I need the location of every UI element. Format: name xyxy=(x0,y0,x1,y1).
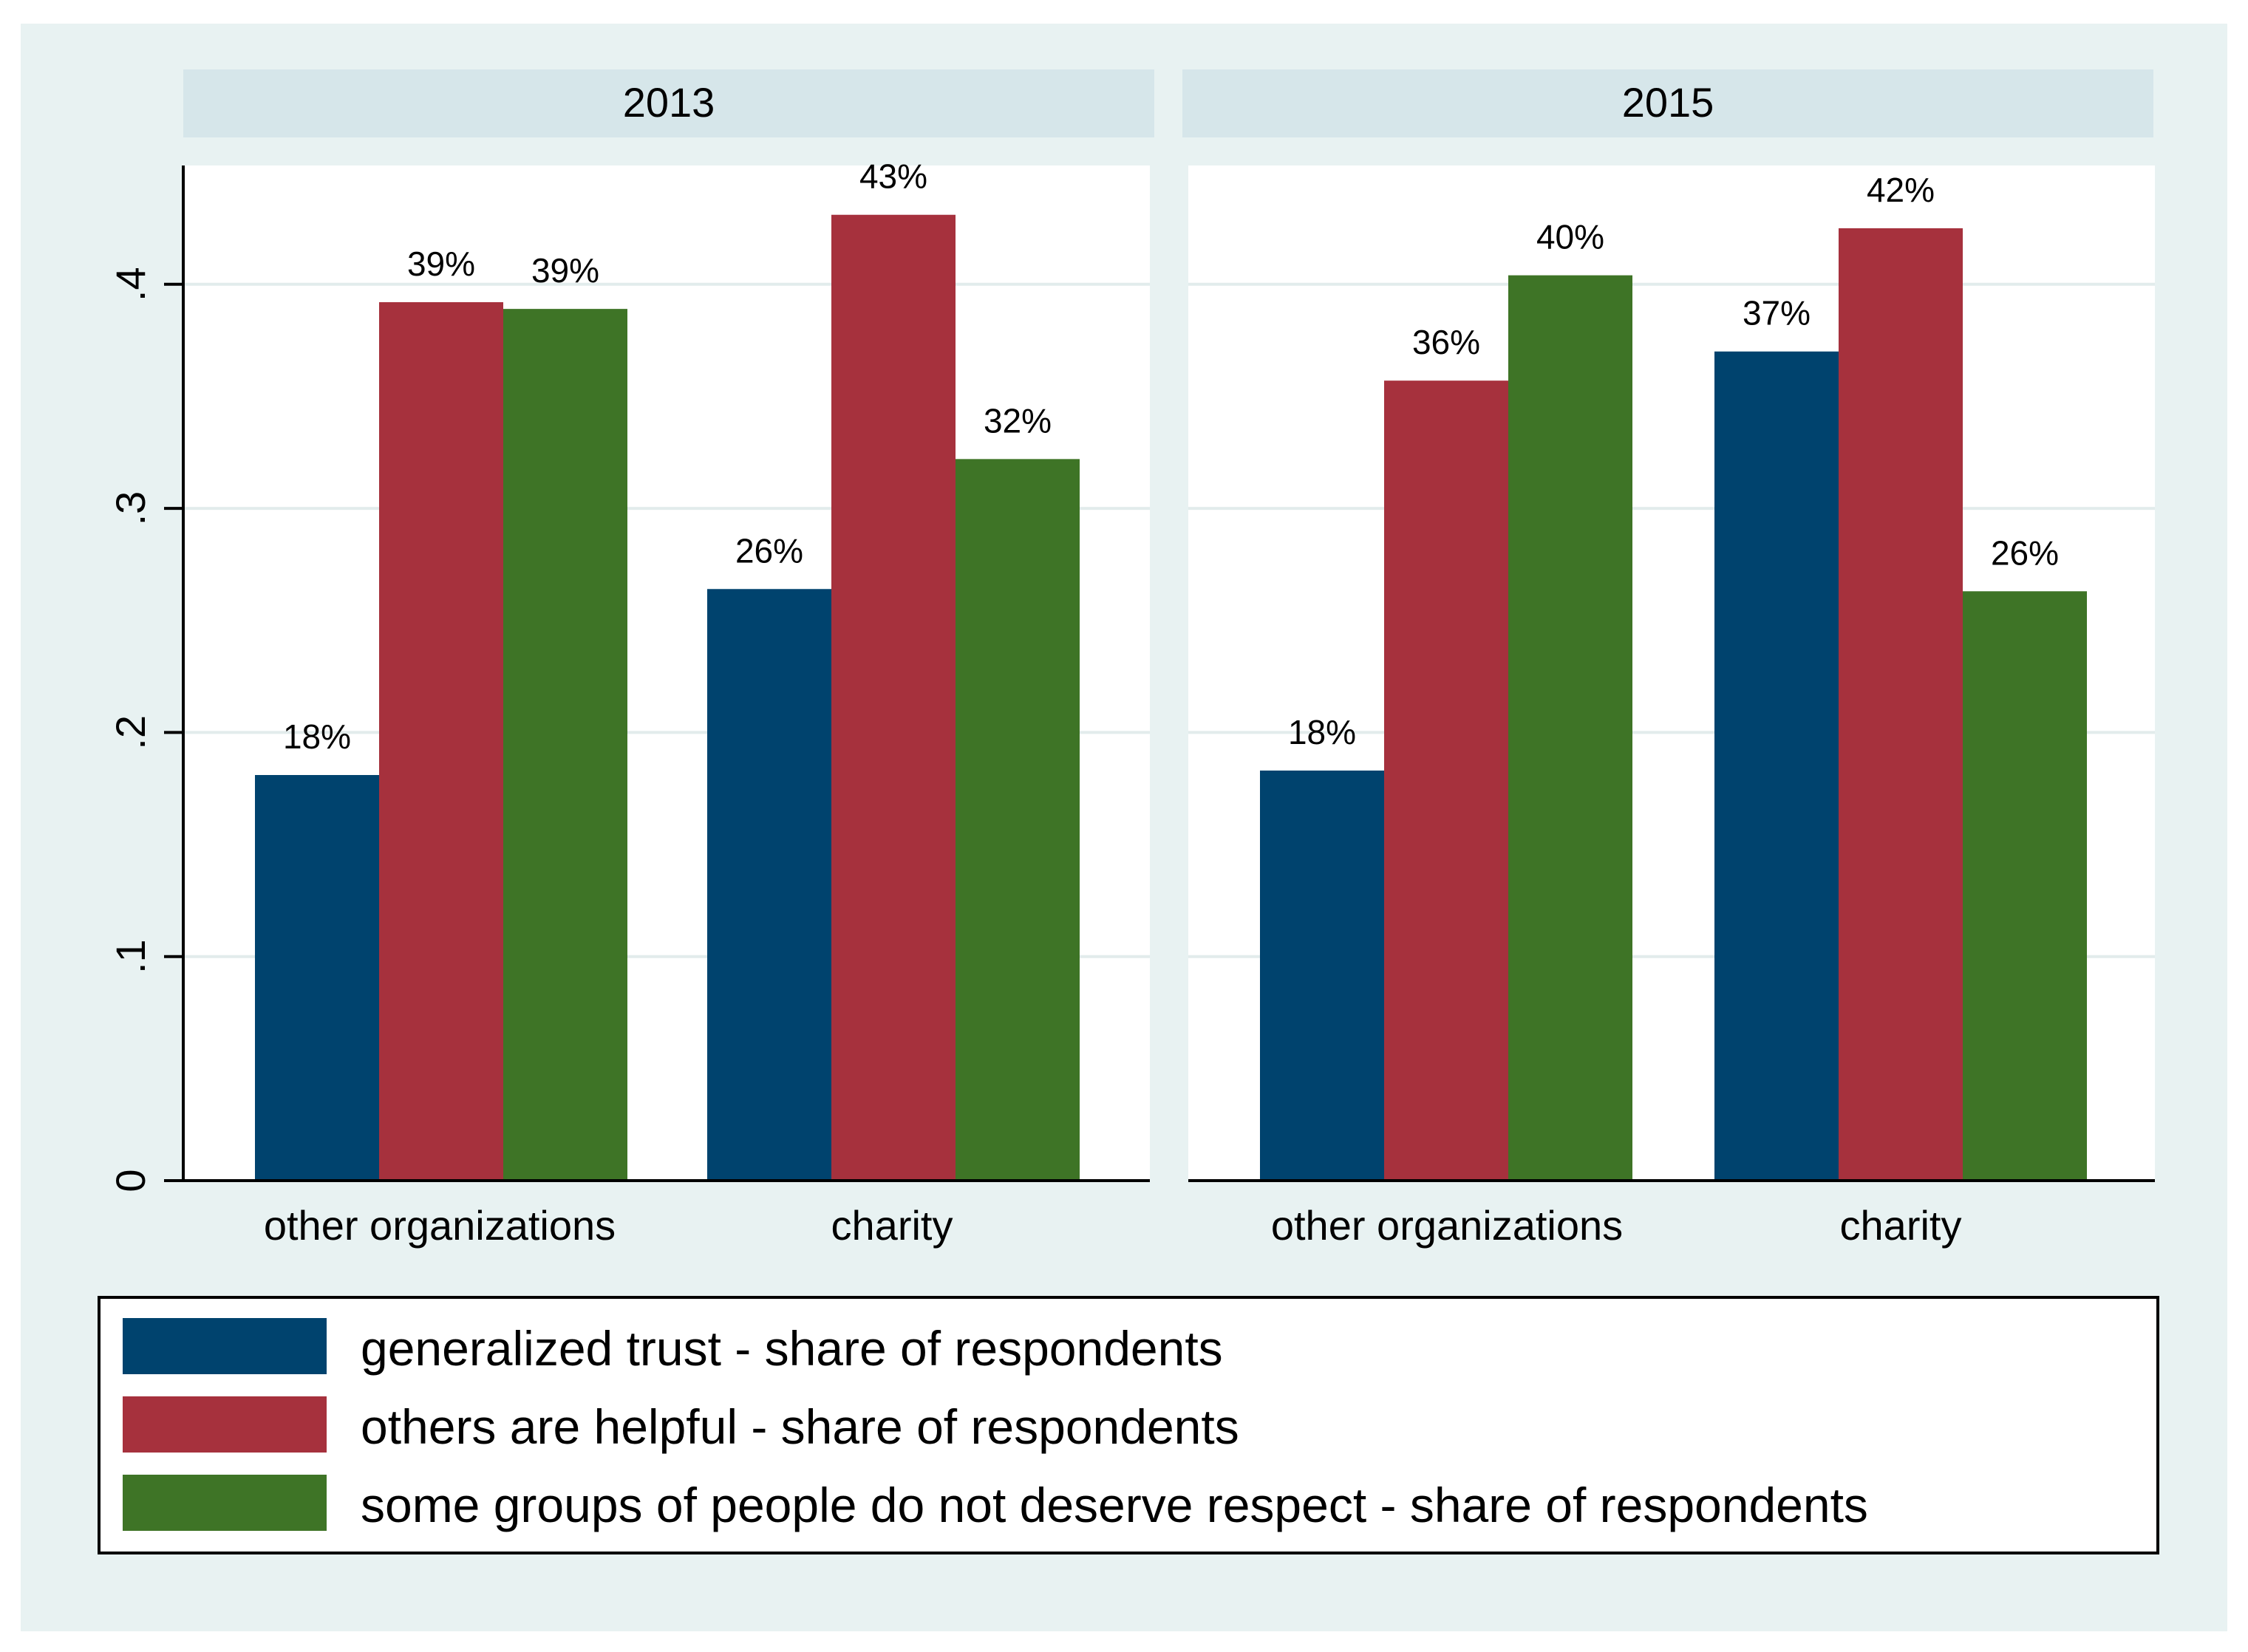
legend-swatch xyxy=(123,1318,327,1374)
bar xyxy=(503,309,627,1181)
data-label: 32% xyxy=(984,401,1052,440)
bar xyxy=(1963,591,2087,1181)
bar xyxy=(956,459,1080,1181)
data-labels: 18% 36% 40% 37% 42% 26% xyxy=(1288,171,2059,751)
panel-strip xyxy=(1182,69,2153,137)
legend-box xyxy=(98,1296,2159,1554)
x-tick-label: charity xyxy=(1840,1202,1962,1249)
data-label: 18% xyxy=(1288,713,1356,751)
data-label: 43% xyxy=(859,157,927,196)
legend-label: some groups of people do not deserve res… xyxy=(361,1478,1868,1532)
data-labels: 18% 39% 39% 26% 43% 32% xyxy=(283,157,1052,756)
legend-label: generalized trust - share of respondents xyxy=(361,1321,1223,1376)
bar xyxy=(255,775,379,1181)
legend-swatch xyxy=(123,1396,327,1453)
x-tick-label: charity xyxy=(831,1202,953,1249)
y-tick-label: .2 xyxy=(107,715,154,750)
bar xyxy=(1384,380,1508,1181)
panel-2015: 2015 18% 36% 40% 37% 42% 26% other organizati… xyxy=(1182,69,2155,1249)
x-tick-label: other organizations xyxy=(1271,1202,1623,1249)
bar xyxy=(831,214,956,1181)
bar xyxy=(1260,770,1384,1181)
data-label: 39% xyxy=(531,251,599,290)
bar xyxy=(379,302,503,1181)
data-label: 39% xyxy=(407,245,475,283)
data-label: 40% xyxy=(1536,218,1604,256)
bar xyxy=(707,589,831,1181)
data-label: 37% xyxy=(1743,294,1811,332)
bar xyxy=(1839,228,1963,1181)
y-tick-label: .3 xyxy=(107,491,154,526)
y-tick-label: .1 xyxy=(107,939,154,974)
data-label: 42% xyxy=(1867,171,1935,209)
panel-2013: 2013 18% 39% 39% 26% 43% 32% 0 .1 .2 .3 .4 other … xyxy=(107,69,1154,1249)
legend-swatch xyxy=(123,1475,327,1531)
data-label: 26% xyxy=(1991,533,2059,572)
data-label: 26% xyxy=(735,531,803,570)
legend: generalized trust - share of respondents… xyxy=(98,1296,2159,1554)
y-tick-label: .4 xyxy=(107,267,154,301)
panel-title: 2013 xyxy=(623,79,715,126)
bar xyxy=(1714,351,1839,1181)
bar xyxy=(1508,275,1632,1181)
bars xyxy=(255,214,1080,1181)
panel-strip xyxy=(183,69,1154,137)
data-label: 18% xyxy=(283,717,351,756)
bars xyxy=(1260,228,2087,1181)
panel-title: 2015 xyxy=(1622,79,1714,126)
x-tick-label: other organizations xyxy=(264,1202,616,1249)
data-label: 36% xyxy=(1412,323,1480,361)
y-tick-label: 0 xyxy=(107,1169,154,1192)
y-axis-ticks: 0 .1 .2 .3 .4 xyxy=(107,267,183,1192)
legend-label: others are helpful - share of respondent… xyxy=(361,1399,1239,1454)
